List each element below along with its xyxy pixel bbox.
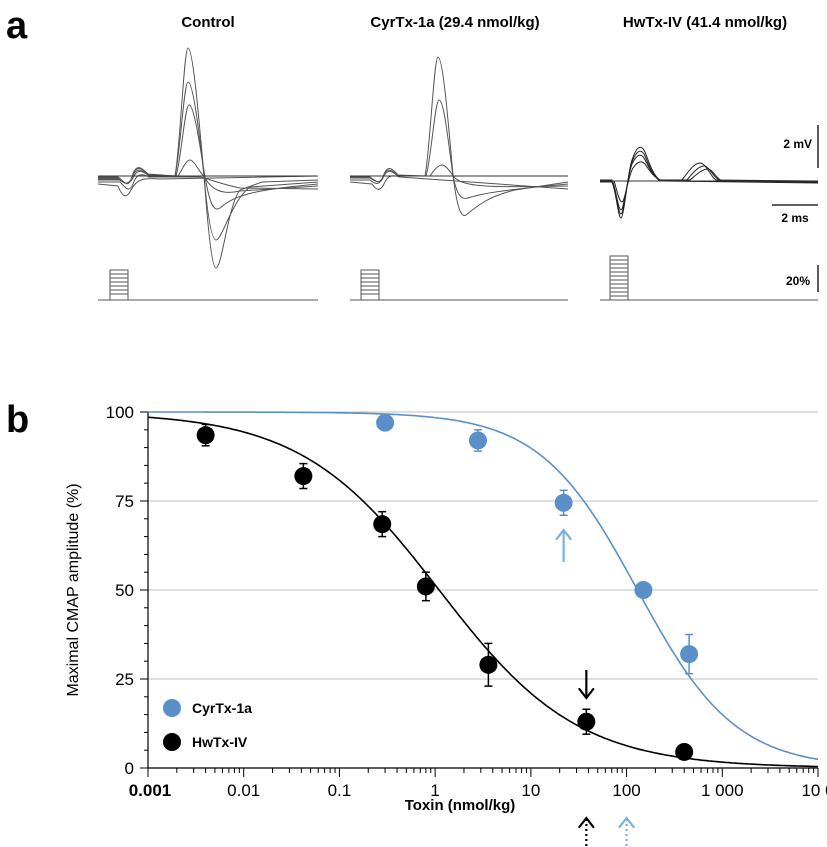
- data-point: [373, 515, 392, 534]
- stim-cyrtx: [350, 269, 568, 301]
- legend-marker-cyrtx: [163, 699, 181, 717]
- panel-b-letter: b: [6, 399, 29, 441]
- dotted-arrow: [578, 816, 595, 846]
- y-axis: 0 25 50 75 100: [106, 403, 149, 778]
- data-point: [376, 413, 395, 432]
- x-tick-label: 10 0: [801, 781, 827, 800]
- arrow-down-hwtx: [578, 670, 595, 700]
- x-tick-label: 0.001: [129, 781, 172, 800]
- panel-title-control: Control: [181, 14, 234, 31]
- gridlines: [148, 411, 818, 680]
- data-point: [416, 577, 435, 596]
- legend: CyrTx-1a HwTx-IV: [163, 699, 252, 751]
- traces-cyrtx: [349, 56, 569, 216]
- data-point: [680, 645, 699, 664]
- y-tick-label: 0: [125, 759, 134, 778]
- arrow-up-cyrtx: [555, 528, 572, 562]
- data-point: [196, 426, 215, 445]
- fit-curve: [147, 416, 818, 768]
- legend-label-cyrtx: CyrTx-1a: [192, 700, 252, 716]
- time-scale-label: 2 ms: [781, 211, 809, 225]
- voltage-scale-label: 2 mV: [783, 137, 812, 151]
- data-points: [196, 413, 699, 761]
- data-point: [577, 712, 596, 731]
- annotations: [555, 528, 635, 846]
- panel-a-letter: a: [6, 5, 28, 47]
- fit-curve: [148, 411, 819, 761]
- y-tick-label: 100: [106, 403, 134, 422]
- stim-hwtx: [600, 255, 818, 301]
- fit-curves: [147, 411, 819, 768]
- y-axis-label: Maximal CMAP amplitude (%): [65, 483, 82, 696]
- data-point: [479, 655, 498, 674]
- dotted-arrow: [618, 816, 635, 846]
- y-tick-label: 25: [115, 670, 134, 689]
- x-tick-label: 100: [612, 781, 640, 800]
- data-point: [294, 467, 313, 486]
- x-tick-label: 10: [521, 781, 540, 800]
- panel-title-cyrtx: CyrTx-1a (29.4 nmol/kg): [370, 14, 539, 31]
- y-tick-label: 75: [115, 492, 134, 511]
- x-axis: 0.001 0.01 0.1 1 10 100 1 000 10 0: [129, 767, 827, 800]
- data-point: [675, 742, 694, 761]
- data-point: [554, 493, 573, 512]
- x-tick-label: 1: [430, 781, 439, 800]
- stim-scale-label: 20%: [786, 274, 810, 288]
- legend-marker-hwtx: [163, 733, 181, 751]
- data-point: [468, 431, 487, 450]
- panel-title-hwtx: HwTx-IV (41.4 nmol/kg): [623, 14, 787, 31]
- legend-label-hwtx: HwTx-IV: [192, 734, 248, 750]
- data-point: [634, 581, 653, 599]
- x-axis-label: Toxin (nmol/kg): [405, 797, 516, 814]
- y-tick-label: 50: [115, 581, 134, 600]
- x-tick-label: 0.01: [227, 781, 260, 800]
- traces-hwtx: [600, 146, 819, 219]
- x-tick-label: 1 000: [701, 781, 744, 800]
- traces-control: [97, 47, 319, 269]
- stim-control: [98, 269, 318, 301]
- x-tick-label: 0.1: [328, 781, 352, 800]
